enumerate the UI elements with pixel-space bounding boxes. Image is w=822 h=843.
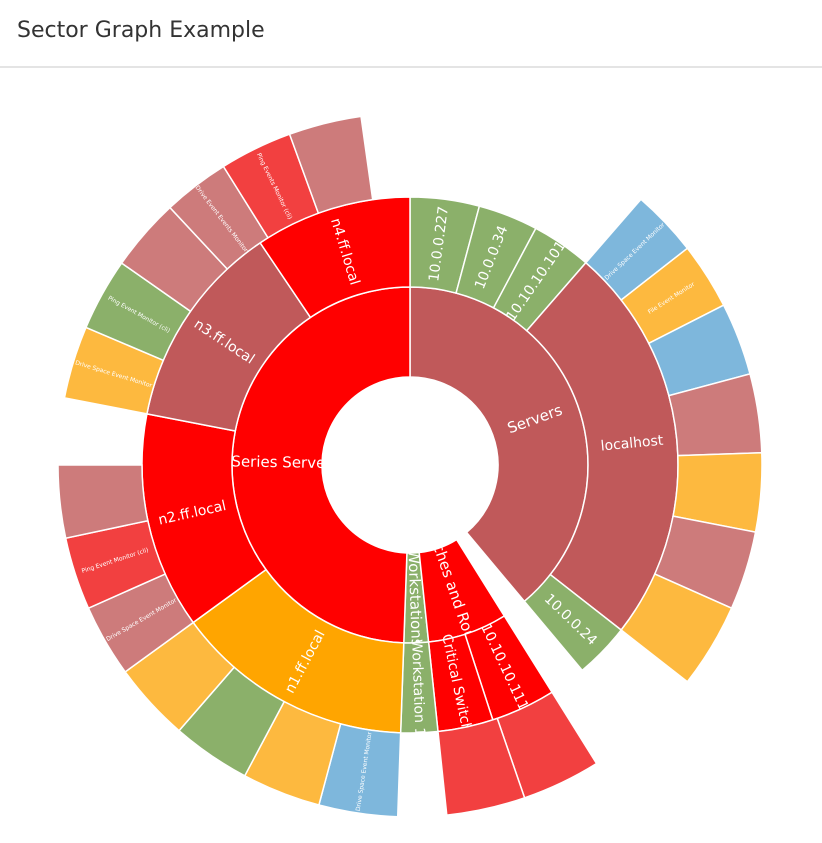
sector-label-workstation-1: Workstation 1 <box>408 639 427 736</box>
sector-label-n-series-servers: N-Series Servers <box>215 452 340 472</box>
sunburst-chart: Servers Workstations N-Series Servers Switc… <box>0 70 822 838</box>
panel-title: Sector Graph Example <box>17 18 265 43</box>
sector-label-workstations: Workstations <box>404 549 425 647</box>
sector-level3-6[interactable] <box>620 573 733 683</box>
sector-level3-15[interactable] <box>57 464 149 540</box>
panel-header: Sector Graph Example <box>0 0 822 68</box>
sector-level3-21[interactable] <box>288 115 374 215</box>
sector-10-0-0-24[interactable] <box>523 573 623 672</box>
sector-label-localhost: localhost <box>600 433 665 455</box>
sector-level3-8[interactable] <box>437 717 526 816</box>
